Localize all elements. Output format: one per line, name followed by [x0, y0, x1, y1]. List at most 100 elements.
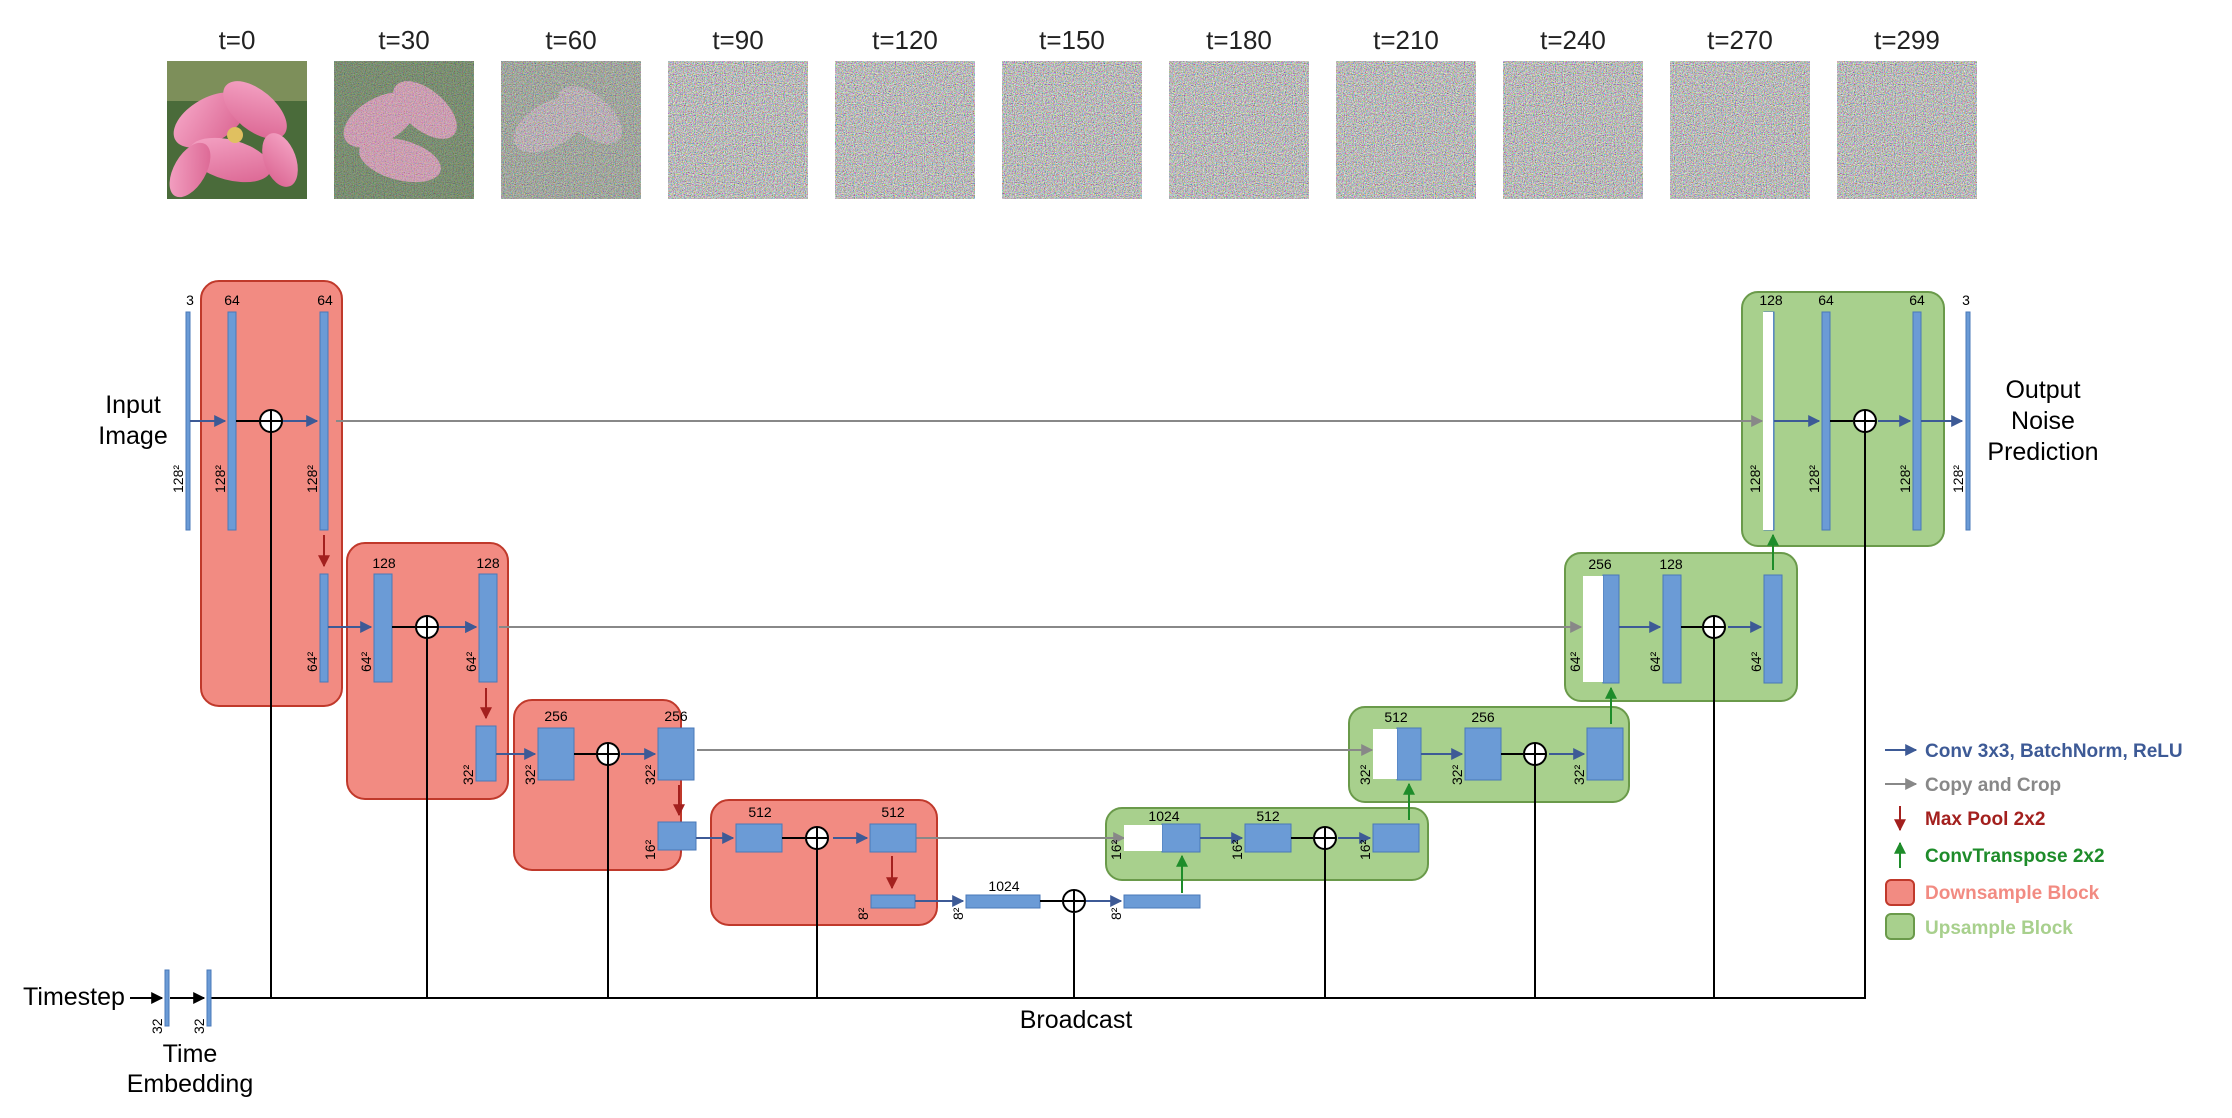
channel-label: 128: [372, 555, 396, 571]
maxpool-arrows: [318, 535, 898, 890]
sum-node: [415, 615, 439, 639]
upsample-blocks: [1105, 291, 1945, 881]
legend-downsample: Downsample Block: [1925, 883, 2100, 904]
size-label: 128²: [304, 465, 320, 493]
channel-label: 128: [476, 555, 500, 571]
timestep-label: t=299: [1874, 25, 1940, 55]
timestep-input-label: Timestep: [23, 983, 125, 1011]
time-embedding-label: Time: [163, 1040, 218, 1068]
size-label: 32²: [1571, 764, 1587, 785]
sum-node: [596, 742, 620, 766]
timestep-label: t=0: [219, 25, 256, 55]
sum-node: [259, 409, 283, 433]
channel-label: 64: [1909, 292, 1925, 308]
size-label: 16²: [1229, 839, 1245, 860]
size-label: 16²: [1108, 839, 1124, 860]
channel-label: 1024: [988, 878, 1019, 894]
timestep-label: t=150: [1039, 25, 1105, 55]
channel-label: 256: [1588, 556, 1612, 572]
output-label: Noise: [2011, 407, 2075, 435]
size-labels: 128² 128² 128² 64² 64² 64² 32² 32² 32² 1…: [149, 465, 1966, 1034]
sum-node: [1062, 889, 1086, 913]
legend-copy: Copy and Crop: [1925, 775, 2061, 796]
size-label: 64²: [358, 651, 374, 672]
noisy-image-t60: [501, 61, 641, 199]
timestep-label: t=120: [872, 25, 938, 55]
sum-node: [1313, 826, 1337, 850]
noisy-image-set: [668, 61, 1977, 199]
channel-label: 512: [1256, 808, 1280, 824]
size-label: 128²: [170, 465, 186, 493]
timestep-label: t=60: [545, 25, 596, 55]
input-label: Image: [98, 422, 167, 450]
size-label: 64²: [1748, 651, 1764, 672]
channel-label: 256: [664, 708, 688, 724]
timestep-label: t=90: [712, 25, 763, 55]
input-label: Input: [105, 391, 161, 419]
legend-conv: Conv 3x3, BatchNorm, ReLU: [1925, 741, 2183, 762]
size-label: 8²: [950, 907, 966, 920]
legend-convtranspose: ConvTranspose 2x2: [1925, 846, 2105, 867]
channel-label: 256: [544, 708, 568, 724]
size-label: 32²: [642, 764, 658, 785]
legend-maxpool: Max Pool 2x2: [1925, 809, 2045, 830]
size-label: 64²: [304, 651, 320, 672]
flower-image: [167, 61, 307, 199]
channel-label: 512: [881, 804, 905, 820]
size-label: 32²: [460, 764, 476, 785]
channel-label: 3: [1962, 292, 1970, 308]
sum-node: [1853, 409, 1877, 433]
timestep-label: t=30: [378, 25, 429, 55]
legend-upsample: Upsample Block: [1925, 918, 2073, 939]
size-label: 8²: [855, 907, 871, 920]
channel-label: 3: [186, 292, 194, 308]
channel-label: 1024: [1148, 808, 1179, 824]
sum-node: [805, 826, 829, 850]
size-label: 128²: [1806, 465, 1822, 493]
size-label: 32: [191, 1018, 207, 1034]
sum-node: [1523, 742, 1547, 766]
broadcast-lines: [209, 430, 1866, 999]
size-label: 32²: [1357, 764, 1373, 785]
size-label: 32: [149, 1018, 165, 1034]
timestep-label: t=210: [1373, 25, 1439, 55]
size-label: 64²: [1647, 651, 1663, 672]
timestep-label: t=240: [1540, 25, 1606, 55]
size-label: 16²: [642, 839, 658, 860]
conv-arrows: [190, 415, 1964, 907]
output-label: Output: [2005, 376, 2080, 404]
timestep-label: t=270: [1707, 25, 1773, 55]
convtranspose-arrows: [1176, 533, 1779, 893]
channel-labels: 3 64 64 128 128 256 256 512 512 1024 102…: [186, 292, 1970, 894]
size-label: 32²: [1449, 764, 1465, 785]
channel-label: 128: [1759, 292, 1783, 308]
size-label: 128²: [1950, 465, 1966, 493]
broadcast-label: Broadcast: [1020, 1006, 1133, 1034]
feature-maps: [164, 311, 1971, 1027]
skip-connections: [336, 415, 1764, 844]
size-label: 64²: [1567, 651, 1583, 672]
legend: Conv 3x3, BatchNorm, ReLU Copy and Crop …: [1885, 741, 2183, 940]
concat-segments: [1124, 312, 1773, 851]
size-label: 128²: [212, 465, 228, 493]
downsample-blocks: [200, 280, 938, 926]
noisy-image-t30: [334, 61, 474, 199]
size-label: 64²: [463, 651, 479, 672]
size-label: 8²: [1108, 907, 1124, 920]
sum-links: [236, 415, 1853, 902]
channel-label: 64: [224, 292, 240, 308]
channel-label: 512: [1384, 709, 1408, 725]
channel-label: 512: [748, 804, 772, 820]
size-label: 16²: [1357, 839, 1373, 860]
time-embedding-label: Embedding: [127, 1070, 253, 1098]
timestep-label: t=180: [1206, 25, 1272, 55]
size-label: 32²: [522, 764, 538, 785]
io-labels: Input Image Output Noise Prediction Time…: [23, 376, 2099, 1098]
size-label: 128²: [1897, 465, 1913, 493]
channel-label: 64: [317, 292, 333, 308]
size-label: 128²: [1747, 465, 1763, 493]
channel-label: 128: [1659, 556, 1683, 572]
noise-timeline: t=0 t=30 t=60 t=90 t=120 t=150 t=180 t=2…: [219, 25, 1940, 55]
channel-label: 256: [1471, 709, 1495, 725]
